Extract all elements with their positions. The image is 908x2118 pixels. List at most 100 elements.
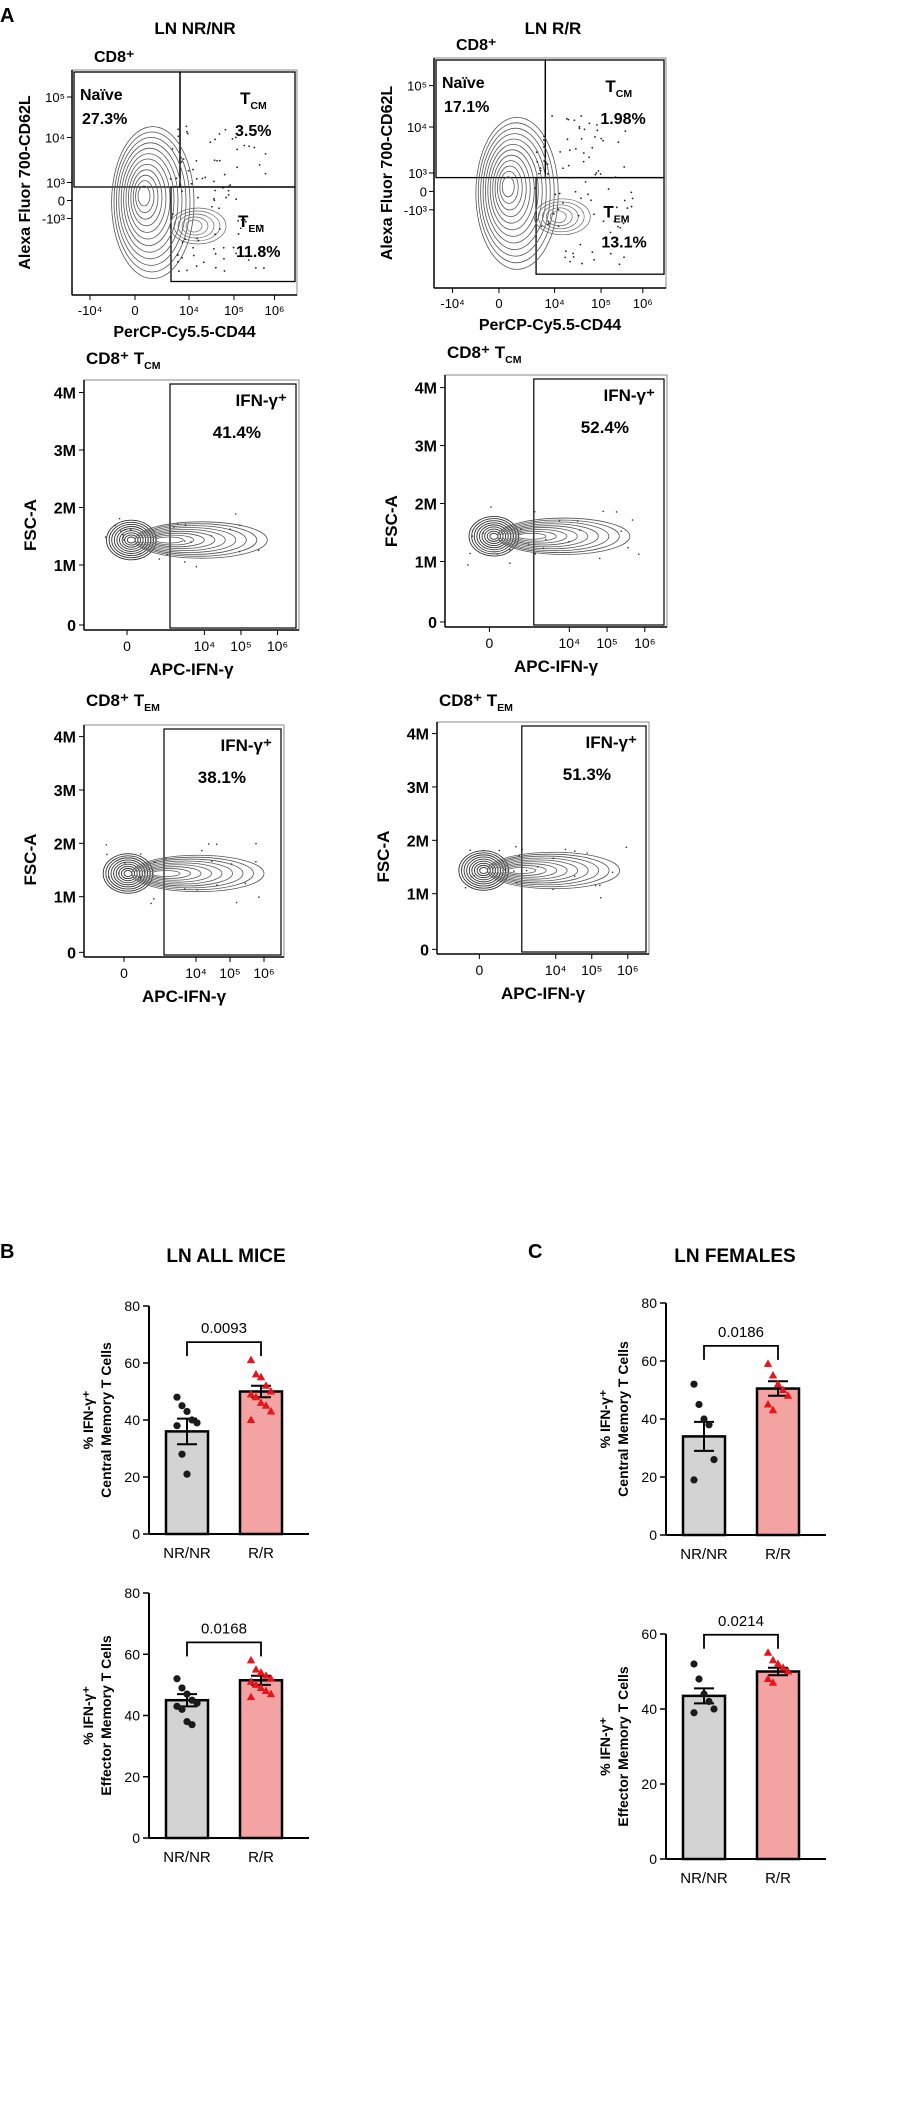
x-tick-label: 10⁴ [545,296,565,311]
data-point [773,1659,783,1667]
event-dot [238,550,241,553]
event-dot [173,185,176,188]
density-contour [105,855,151,892]
column-title: LN R/R [525,19,582,38]
event-dot [599,173,602,175]
event-dot [204,176,207,179]
event-dot [590,199,592,202]
event-dot [180,161,183,163]
event-dot [593,258,596,261]
event-dot [261,251,264,253]
event-dot [569,260,571,263]
event-dot [542,547,545,550]
event-dot [181,256,183,259]
density-contour [485,138,543,244]
event-dot [224,128,227,131]
event-dot [254,266,257,269]
density-contour [502,521,610,552]
event-dot [213,180,215,183]
ifn-gate-label: IFN-γ⁺ [586,733,638,752]
event-dot [534,187,537,190]
event-dot [264,153,267,155]
event-dot [257,186,260,188]
data-point [261,1671,271,1679]
data-point [710,1705,718,1713]
event-dot [184,888,186,890]
density-contour [487,851,621,890]
y-tick-label: 0 [649,1527,657,1543]
bar-chart-1: LN ALL MICE 0 20 40 60 80 % IFN-γ⁺ Central Memo… [80,1246,309,1562]
category-label: R/R [765,1546,791,1563]
event-dot [591,146,594,149]
x-tick-label: 10⁶ [267,638,288,654]
event-dot [554,193,557,196]
density-contour [106,519,157,561]
event-dot [519,528,522,531]
density-contour [147,530,216,550]
event-dot [236,166,239,169]
event-dot [558,192,561,195]
category-label: NR/NR [163,1545,211,1562]
event-dot [139,853,142,855]
event-dot [467,564,469,566]
y-tick-label: 0 [428,615,437,632]
data-point [246,1655,256,1664]
density-contour [502,863,558,878]
density-contour [111,523,152,557]
density-contour [135,180,155,214]
event-dot [583,128,586,131]
panel-label-b: B [0,1241,14,1263]
y-tick-label: 40 [641,1701,657,1717]
event-dot [218,207,220,210]
event-dot [620,530,623,532]
data-point [183,1690,191,1698]
event-dot [197,196,199,199]
event-dot [594,173,597,176]
event-dot [617,225,619,228]
event-dot [165,857,167,860]
gate-naive-label: Naïve [80,87,123,104]
corner-label: CD8⁺ [94,49,134,66]
data-point [178,1450,186,1458]
density-contour [499,861,568,880]
event-dot [473,875,476,877]
event-dot [564,848,567,851]
data-point [261,1401,271,1409]
event-dot [626,207,629,209]
event-dot [625,846,628,849]
y-tick-label: 0 [420,942,429,959]
bar-rr [238,1679,284,1840]
density-contour [134,856,254,891]
event-dot [185,125,188,128]
event-dot [192,246,194,249]
event-dot [469,849,471,851]
event-dot [623,166,626,168]
event-dot [229,528,231,530]
y-tick-label: 0 [420,184,427,199]
ifn-plot-row3-2: CD8⁺ TEM 4M 3M 2M 1M 0 0 10⁴ 10⁵ 10⁶ APC-IFN-γ FSC-… [374,691,650,1003]
data-point [173,1675,181,1683]
event-dot [213,159,216,162]
event-dot [578,529,581,531]
density-contour [497,859,579,882]
y-tick-label: 80 [641,1295,657,1311]
event-dot [586,852,588,854]
density-contour [475,116,559,270]
event-dot [118,872,120,874]
significance-bracket [703,1345,779,1360]
y-tick-label: 0 [649,1851,657,1867]
event-dot [195,177,198,180]
y-tick-label: 3M [415,439,437,456]
event-dot [618,263,621,266]
event-dot [218,159,221,162]
y-tick-label: 0 [58,194,65,209]
density-contour [131,854,265,893]
data-point [690,1660,698,1668]
event-dot [599,884,601,887]
event-dot [123,862,126,864]
density-contour [460,852,507,889]
event-dot [255,842,257,845]
data-point [246,1355,256,1364]
